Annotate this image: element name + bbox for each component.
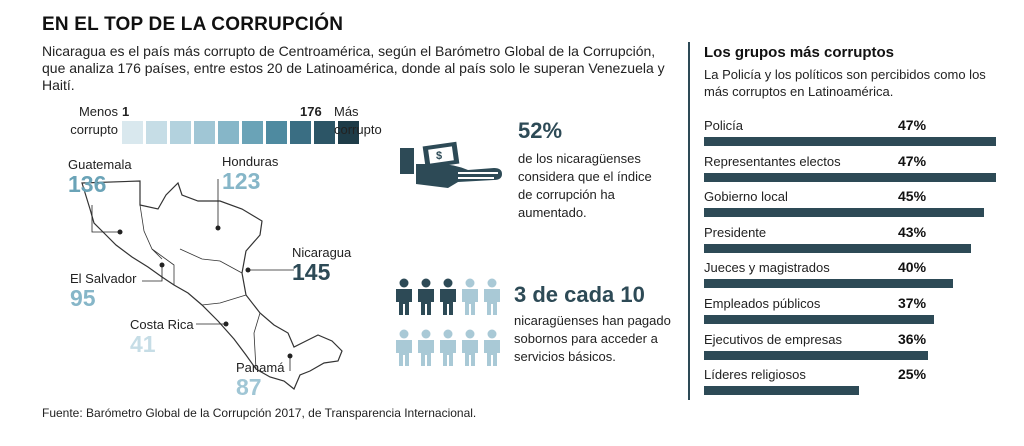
scale-swatch [314, 121, 335, 144]
scale-more-label-line1: Más [334, 104, 359, 119]
country-costa-rica: Costa Rica 41 [130, 317, 194, 356]
scale-swatches [122, 121, 359, 144]
scale-swatch [290, 121, 311, 144]
country-name: Nicaragua [292, 245, 352, 260]
map-border-ni-cr [201, 294, 247, 306]
chart-title: Los grupos más corruptos [704, 44, 895, 61]
country-rank: 41 [130, 331, 156, 357]
stat-bribes-headline: 3 de cada 10 [514, 282, 645, 307]
scale-swatch [218, 121, 239, 144]
bar-value-label: 45% [898, 188, 927, 205]
scale-swatch [146, 121, 167, 144]
country-rank: 145 [292, 259, 331, 285]
people-icon-grid [394, 278, 506, 380]
page-subtitle: Nicaragua es el país más corrupto de Cen… [42, 43, 665, 93]
bar [704, 137, 996, 146]
country-rank: 87 [236, 374, 262, 400]
map-border-cr-pa [253, 312, 261, 370]
scale-less-label: Menos corrupto [58, 103, 118, 139]
person-icon [394, 278, 414, 321]
country-el-salvador: El Salvador 95 [70, 271, 136, 310]
source-note: Fuente: Barómetro Global de la Corrupció… [42, 406, 477, 420]
person-icon [416, 329, 436, 372]
scale-swatch [170, 121, 191, 144]
map-border-hn-ni [179, 248, 243, 274]
bar [704, 386, 860, 396]
person-icon [438, 278, 458, 321]
bar-value-label: 36% [898, 330, 927, 347]
bar-label: Líderes religiosos [704, 367, 806, 383]
country-rank: 95 [70, 285, 96, 311]
map-border-gt-hn [139, 204, 163, 260]
scale-min: 1 [122, 104, 130, 119]
bar-value-label: 43% [898, 223, 927, 240]
map-border-sv [151, 248, 175, 285]
bar-label: Presidente [704, 224, 767, 240]
bar-label: Ejecutivos de empresas [704, 331, 843, 347]
country-name: El Salvador [70, 271, 137, 286]
country-name: Guatemala [68, 157, 132, 172]
bar-label: Policía [704, 118, 744, 133]
person-icon [394, 329, 414, 372]
bar [704, 279, 953, 289]
page-title: EN EL TOP DE LA CORRUPCIÓN [42, 14, 344, 35]
person-icon [460, 329, 480, 372]
scale-swatch [266, 121, 287, 144]
country-name: Honduras [222, 154, 279, 169]
panel-divider [688, 42, 690, 400]
scale-swatch [122, 121, 143, 144]
bar-label: Gobierno local [704, 189, 788, 205]
guatemala-leader-line [91, 205, 120, 233]
person-icon [438, 329, 458, 372]
stat-bribes-text: nicaragüenses han pagado sobornos para a… [514, 313, 671, 364]
bar-label: Jueces y magistrados [704, 260, 830, 276]
scale-less-label-line1: Menos [78, 104, 118, 119]
bar [704, 315, 934, 324]
bar-value-label: 47% [898, 152, 927, 169]
person-icon [416, 278, 436, 321]
bar-value-label: 37% [898, 295, 927, 311]
bar-label: Representantes electos [704, 153, 841, 169]
chart-subtitle: La Policía y los políticos son percibido… [704, 67, 986, 99]
money-hand-icon: $ [400, 141, 502, 188]
map-landmass [81, 180, 343, 390]
country-name: Costa Rica [130, 317, 194, 332]
bar-value-label: 47% [898, 117, 927, 133]
scale-swatch [194, 121, 215, 144]
country-nicaragua: Nicaragua 145 [292, 245, 351, 284]
scale-swatch [242, 121, 263, 144]
stat-percentage: 52% [518, 118, 563, 143]
scale-more-label: Más corrupto [334, 103, 382, 139]
person-icon [460, 278, 480, 321]
el-salvador-leader-line [142, 265, 163, 282]
person-icon [482, 278, 502, 321]
country-rank: 123 [222, 168, 261, 194]
country-panama: Panamá 87 [236, 360, 284, 399]
country-rank: 136 [68, 171, 107, 197]
bar [704, 208, 984, 218]
scale-swatch [338, 121, 359, 144]
bar-value-label: 40% [898, 259, 927, 276]
bar [704, 350, 928, 360]
scale-more-label-line2: corrupto [334, 122, 382, 137]
bar [704, 243, 972, 253]
scale-max: 176 [300, 104, 322, 119]
svg-text:$: $ [436, 150, 442, 162]
country-guatemala: Guatemala 136 [68, 157, 132, 196]
scale-less-label-line2: corrupto [70, 122, 118, 137]
bar-value-label: 25% [898, 366, 927, 383]
stat-percentage-text: de los nicaragüenses considera que el ín… [518, 151, 652, 220]
central-america-map [81, 179, 343, 390]
country-name: Panamá [236, 360, 285, 375]
person-icon [482, 329, 502, 372]
country-honduras: Honduras 123 [222, 154, 278, 193]
bar [704, 172, 996, 182]
bar-label: Empleados públicos [704, 296, 821, 311]
